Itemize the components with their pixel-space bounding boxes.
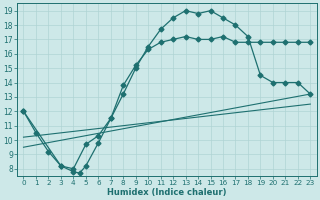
X-axis label: Humidex (Indice chaleur): Humidex (Indice chaleur): [107, 188, 227, 197]
